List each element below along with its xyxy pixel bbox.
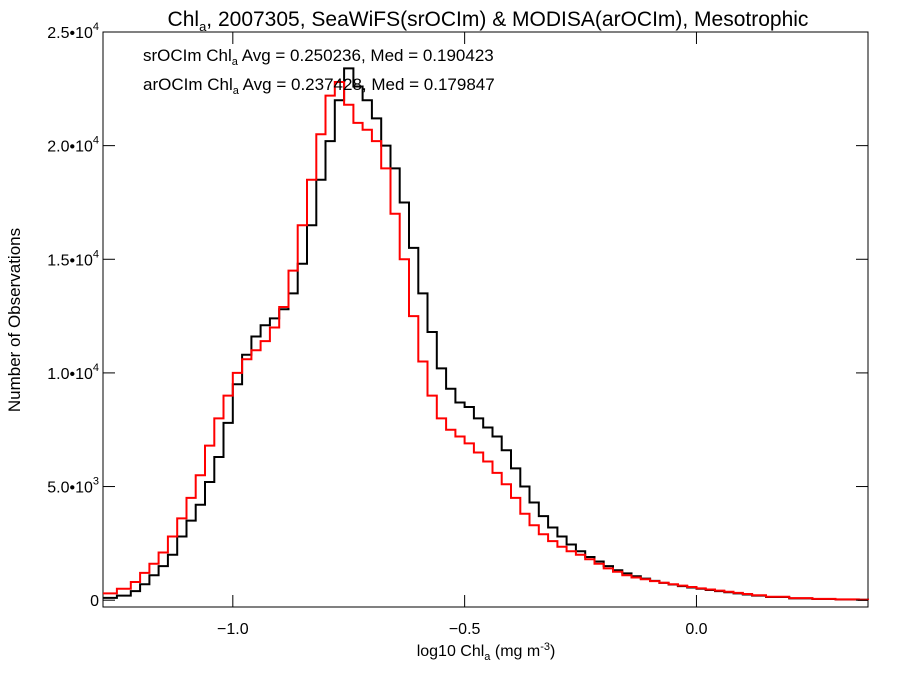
tick-layer: −1.0 −0.5 0.0 0 5.0•103 1.0•104 1.5•104 2.0•104… bbox=[47, 21, 868, 638]
x-tick-label: −1.0 bbox=[217, 621, 249, 638]
y-tick-label: 0 bbox=[90, 593, 99, 610]
series-layer bbox=[103, 67, 869, 601]
annotation-line-2: arOCIm Chla Avg = 0.237428, Med = 0.1798… bbox=[143, 75, 495, 97]
y-tick-label: 2.0•104 bbox=[47, 135, 99, 156]
chart-title: Chla, 2007305, SeaWiFS(srOCIm) & MODISA(… bbox=[168, 8, 809, 34]
x-tick-label: −0.5 bbox=[449, 621, 481, 638]
y-axis-label: Number of Observations bbox=[5, 228, 24, 412]
y-tick-label: 1.0•104 bbox=[47, 362, 99, 383]
y-tick-label: 1.5•104 bbox=[47, 248, 99, 269]
y-tick-label: 5.0•103 bbox=[47, 476, 99, 497]
plot-frame bbox=[102, 31, 869, 608]
x-tick-label: 0.0 bbox=[685, 621, 707, 638]
series-line-2 bbox=[103, 81, 869, 601]
x-axis-label: log10 Chla (mg m-3) bbox=[417, 641, 556, 663]
annotation-line-1: srOCIm Chla Avg = 0.250236, Med = 0.1904… bbox=[143, 46, 494, 68]
y-tick-label: 2.5•104 bbox=[47, 21, 99, 42]
